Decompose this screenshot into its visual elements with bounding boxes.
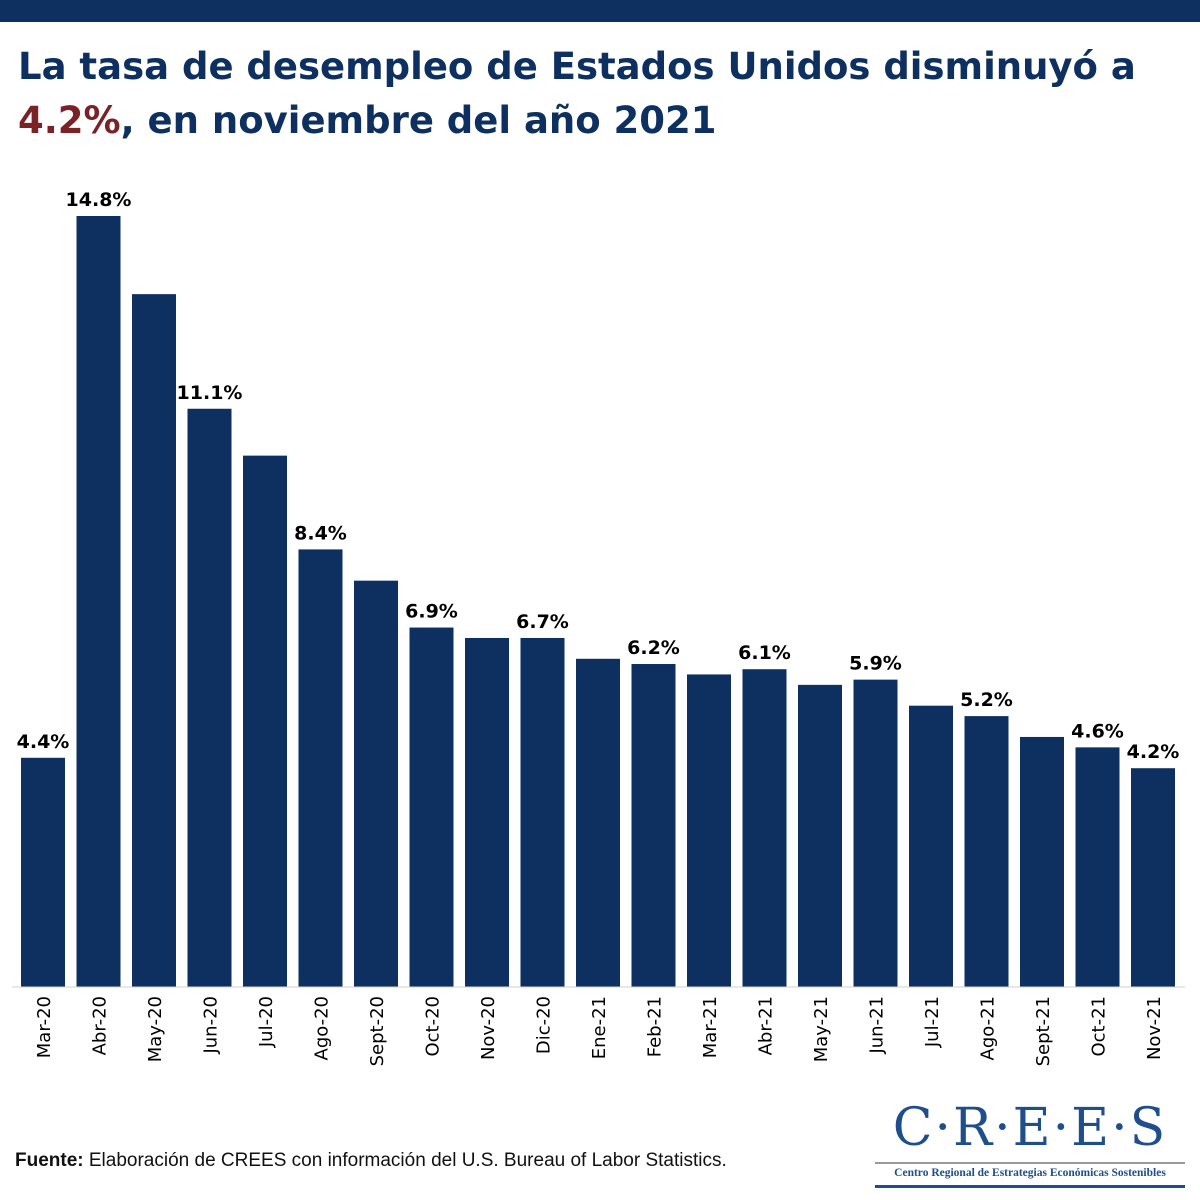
data-label-Jun-20: 11.1% [177,382,243,404]
data-label-Nov-21: 4.2% [1127,741,1180,763]
bar-chart: 4.4% 14.8% 11.1% 8.4% 6.9% 6.7% 6.2% 6.1% 5.9% 5.… [12,189,1185,1066]
x-tick-Ene-21: Ene-21 [589,996,610,1059]
bars-layer [21,216,1175,987]
logo-wordmark: C·R·E·E·S [892,1098,1168,1158]
bar-Jul-21 [909,705,953,987]
bar-Jun-21 [853,679,898,987]
bar-May-21 [798,684,842,987]
bar-Feb-21 [631,664,676,987]
data-label-Mar-20: 4.4% [17,731,70,753]
data-label-Oct-20: 6.9% [405,601,458,623]
data-label-Dic-20: 6.7% [516,611,569,633]
data-label-Ago-21: 5.2% [960,689,1013,711]
bar-Nov-21 [1131,768,1175,987]
data-label-Oct-21: 4.6% [1071,720,1124,742]
x-tick-Nov-20: Nov-20 [478,996,499,1060]
bar-Oct-20 [409,627,454,987]
bar-Mar-21 [687,674,731,987]
x-tick-Abr-20: Abr-20 [90,996,111,1055]
title-text-2: , en noviembre del año 2021 [120,99,717,142]
x-tick-labels-layer: Mar-20 Abr-20 May-20 Jun-20 Jul-20 Ago-20 Sept… [34,996,1165,1066]
title-highlight-value: 4.2% [18,99,121,142]
bar-Dic-20 [520,637,565,987]
crees-logo: C·R·E·E·S Centro Regional de Estrategias… [875,1097,1185,1192]
x-tick-Jul-20: Jul-20 [256,996,277,1048]
source-note: Fuente: Elaboración de CREES con informa… [15,1150,727,1172]
data-label-Abr-20: 14.8% [66,189,132,211]
data-label-Ago-20: 8.4% [294,522,347,544]
data-label-Feb-21: 6.2% [627,637,680,659]
bar-Sept-21 [1020,736,1064,987]
logo-underline [875,1185,1185,1188]
x-tick-Mar-21: Mar-21 [700,996,721,1058]
bar-Ago-20 [298,549,343,987]
x-tick-Sept-20: Sept-20 [367,996,388,1066]
data-labels-layer: 4.4% 14.8% 11.1% 8.4% 6.9% 6.7% 6.2% 6.1% 5.9% 5.… [17,189,1180,763]
x-tick-Nov-21: Nov-21 [1144,996,1165,1060]
x-tick-May-21: May-21 [811,996,832,1062]
x-tick-Ago-20: Ago-20 [312,996,333,1061]
bar-Oct-21 [1075,747,1120,987]
x-tick-Jun-21: Jun-21 [867,996,888,1055]
x-tick-Dic-20: Dic-20 [534,996,555,1054]
bar-May-20 [132,294,176,987]
source-label: Fuente: [15,1150,84,1171]
data-label-Jun-21: 5.9% [849,653,902,675]
bar-Sept-20 [354,580,398,987]
x-tick-Ago-21: Ago-21 [978,996,999,1061]
top-banner [0,0,1200,22]
bar-Ago-21 [964,716,1009,987]
logo-divider [875,1162,1185,1164]
data-label-Abr-21: 6.1% [738,642,791,664]
bar-Mar-20 [21,757,65,987]
source-text: Elaboración de CREES con información del… [83,1150,727,1171]
x-tick-Oct-20: Oct-20 [423,996,444,1057]
bar-Abr-20 [76,216,121,987]
title-text-1: La tasa de desempleo de Estados Unidos d… [18,45,1136,88]
x-tick-Jul-21: Jul-21 [922,996,943,1048]
x-tick-Sept-21: Sept-21 [1033,996,1054,1066]
x-tick-Mar-20: Mar-20 [34,996,55,1058]
x-tick-Feb-21: Feb-21 [645,996,666,1057]
bar-Abr-21 [742,669,787,987]
bar-Jul-20 [243,455,287,987]
x-tick-May-20: May-20 [145,996,166,1062]
bar-Nov-20 [465,637,509,987]
x-tick-Abr-21: Abr-21 [756,996,777,1055]
bar-Jun-20 [187,408,232,987]
chart-title: La tasa de desempleo de Estados Unidos d… [18,40,1198,148]
bar-Ene-21 [576,658,620,987]
x-tick-Oct-21: Oct-21 [1089,996,1110,1057]
logo-subtitle: Centro Regional de Estrategias Económica… [894,1167,1166,1179]
x-tick-Jun-20: Jun-20 [201,996,222,1055]
